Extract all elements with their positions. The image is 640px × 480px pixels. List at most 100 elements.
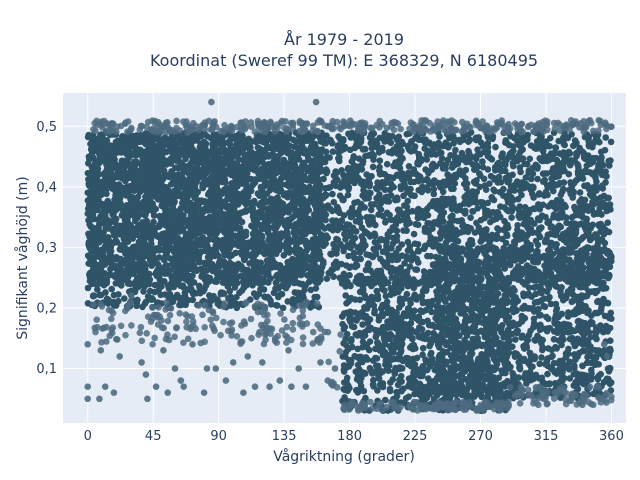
data-point [510, 196, 517, 204]
data-point [233, 132, 240, 140]
data-point [414, 221, 422, 229]
data-point [360, 187, 367, 194]
data-point [142, 205, 150, 213]
data-point [193, 170, 200, 178]
data-point [312, 193, 319, 200]
data-point [567, 179, 574, 186]
data-point [478, 231, 486, 238]
data-point [150, 254, 158, 262]
data-point [467, 129, 475, 136]
data-point [508, 207, 516, 215]
data-point [492, 167, 499, 174]
data-point [86, 221, 93, 228]
data-point [567, 157, 575, 164]
data-point [570, 142, 577, 150]
data-point [390, 183, 397, 191]
data-point [108, 285, 115, 293]
data-point [187, 159, 195, 167]
data-point [106, 220, 113, 227]
data-point [375, 149, 383, 156]
data-point [356, 249, 364, 256]
data-point [349, 171, 356, 179]
data-point [482, 210, 489, 218]
data-point [442, 161, 450, 168]
data-point [560, 179, 568, 186]
data-point [85, 189, 92, 196]
data-point [285, 244, 293, 252]
data-point [174, 184, 181, 192]
data-point [112, 199, 120, 206]
data-point [589, 143, 596, 151]
data-point [280, 252, 288, 259]
data-point [94, 158, 102, 166]
data-point [199, 208, 207, 216]
data-point [228, 266, 236, 274]
data-point [597, 194, 604, 201]
data-point [560, 185, 567, 193]
data-point [255, 229, 262, 236]
data-point [286, 258, 293, 266]
data-point [574, 162, 582, 169]
data-point [401, 260, 408, 267]
data-point [518, 191, 525, 199]
data-point [559, 163, 567, 171]
data-point [350, 155, 357, 162]
data-point [443, 233, 450, 240]
data-point [95, 267, 102, 274]
data-point [490, 186, 497, 193]
data-point [436, 216, 443, 224]
data-point [257, 183, 265, 191]
data-point [158, 149, 166, 156]
data-point [158, 136, 166, 143]
data-point [504, 221, 511, 229]
data-point [405, 163, 413, 170]
data-point [563, 133, 570, 141]
data-point [595, 222, 603, 230]
data-point [263, 225, 270, 233]
data-point [557, 191, 565, 199]
data-point [146, 280, 153, 288]
data-point [302, 229, 309, 236]
data-point [155, 254, 163, 261]
data-point [602, 179, 609, 186]
data-point [423, 156, 431, 163]
data-point [238, 249, 246, 257]
data-point [325, 184, 332, 192]
data-point [517, 168, 524, 176]
data-point [395, 139, 403, 147]
data-point [139, 280, 147, 288]
data-point [376, 204, 383, 211]
data-point [461, 180, 468, 188]
data-point [527, 225, 535, 233]
data-point [565, 170, 573, 178]
data-point [404, 197, 412, 205]
data-point [395, 144, 403, 151]
data-point [211, 134, 219, 142]
data-point [396, 170, 404, 178]
data-point [111, 186, 118, 194]
data-point [396, 164, 404, 172]
data-point [607, 138, 615, 146]
data-point [108, 153, 116, 161]
data-point [194, 160, 201, 168]
data-point [311, 201, 319, 209]
data-point [224, 283, 232, 290]
data-point [414, 247, 422, 254]
data-point [85, 160, 92, 167]
data-point [298, 189, 306, 196]
data-point [341, 143, 349, 151]
data-point [240, 284, 248, 291]
data-point [151, 226, 158, 234]
data-point [102, 237, 109, 244]
data-point [462, 207, 469, 215]
data-point [600, 171, 607, 179]
data-point [203, 201, 211, 208]
data-point [566, 150, 574, 157]
data-point [536, 233, 544, 241]
data-point [505, 172, 513, 179]
data-point [103, 202, 111, 209]
data-point [490, 196, 498, 204]
data-point [584, 182, 591, 189]
data-point [85, 131, 92, 139]
data-point [200, 287, 207, 295]
